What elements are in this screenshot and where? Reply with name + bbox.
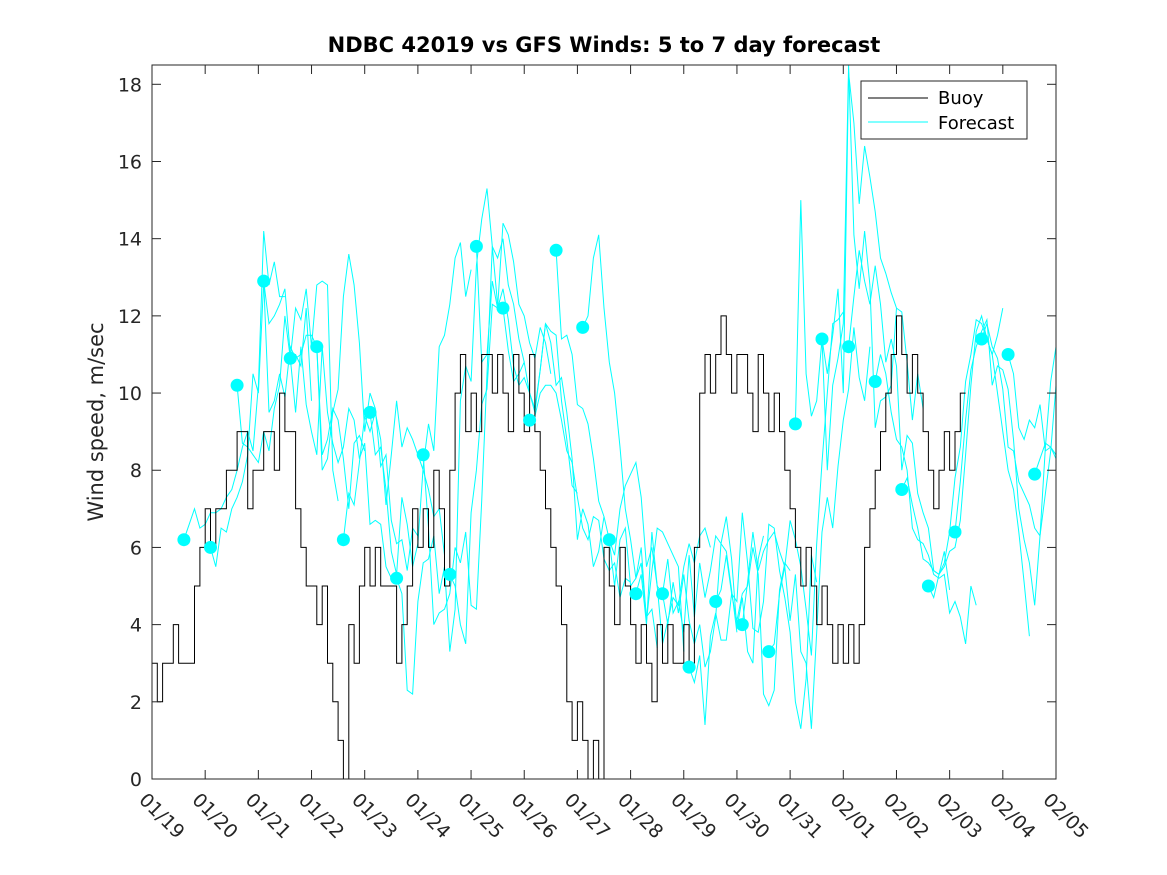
forecast-run-line-19 xyxy=(662,516,764,668)
y-tick-label: 8 xyxy=(130,460,142,482)
forecast-marker-27 xyxy=(868,375,882,388)
buoy-line xyxy=(152,315,966,780)
forecast-marker-7 xyxy=(336,533,350,547)
forecast-run-line-29 xyxy=(927,314,1030,637)
forecast-marker-22 xyxy=(735,618,749,632)
forecast-run-line-16 xyxy=(582,234,685,652)
forecast-run-line-26 xyxy=(848,250,951,590)
forecast-marker-8 xyxy=(363,405,377,419)
forecast-run-line-3 xyxy=(236,280,339,502)
forecast-run-line-5 xyxy=(289,346,392,579)
forecast-run-line-15 xyxy=(555,250,658,648)
forecast-marker-12 xyxy=(469,239,483,253)
y-tick-label: 4 xyxy=(130,615,142,637)
legend-buoy-label: Buoy xyxy=(938,88,984,109)
forecast-marker-32 xyxy=(1001,348,1015,361)
forecast-marker-16 xyxy=(576,320,590,334)
forecast-run-line-13 xyxy=(502,308,605,567)
axes-box xyxy=(151,64,1057,780)
forecast-marker-5 xyxy=(283,351,297,365)
forecast-run-line-1 xyxy=(183,230,285,540)
y-tick-label: 16 xyxy=(118,151,142,173)
forecast-run-line-33 xyxy=(1034,442,1057,475)
forecast-run-line-14 xyxy=(529,384,631,598)
forecast-run-line-32 xyxy=(1007,354,1057,459)
forecast-marker-25 xyxy=(815,332,829,346)
y-tick-label: 10 xyxy=(118,383,142,405)
forecast-marker-30 xyxy=(948,525,962,539)
forecast-marker-19 xyxy=(656,587,669,601)
forecast-marker-33 xyxy=(1028,467,1042,481)
forecast-marker-23 xyxy=(762,645,776,659)
forecast-run-line-7 xyxy=(342,400,445,556)
y-tick-label: 12 xyxy=(118,306,142,328)
forecast-marker-3 xyxy=(230,378,244,392)
forecast-run-line-23 xyxy=(768,327,871,729)
forecast-marker-18 xyxy=(629,587,643,601)
forecast-marker-21 xyxy=(709,595,723,608)
legend: Buoy Forecast xyxy=(860,80,1028,140)
y-axis-label: Wind speed, m/sec xyxy=(84,322,108,521)
forecast-marker-11 xyxy=(443,567,457,581)
forecast-run-line-20 xyxy=(688,547,791,726)
forecast-marker-17 xyxy=(602,533,616,547)
forecast-run-line-11 xyxy=(449,222,552,645)
forecast-run-line-12 xyxy=(475,246,578,494)
forecast-run-line-25 xyxy=(821,72,924,421)
forecast-run-line-10 xyxy=(422,238,525,625)
forecast-run-line-17 xyxy=(608,460,711,645)
y-tick-label: 6 xyxy=(130,537,142,559)
forecast-marker-4 xyxy=(257,274,271,288)
forecast-marker-6 xyxy=(310,340,324,354)
legend-forecast-label: Forecast xyxy=(938,113,1014,134)
forecast-marker-10 xyxy=(416,448,430,462)
forecast-run-line-9 xyxy=(396,188,499,696)
forecast-marker-9 xyxy=(390,571,404,585)
forecast-marker-28 xyxy=(895,483,909,496)
forecast-series-group xyxy=(183,64,1057,729)
buoy-series-group xyxy=(152,315,966,780)
forecast-run-line-24 xyxy=(794,64,897,471)
y-tick-label: 2 xyxy=(130,692,142,714)
forecast-run-line-22 xyxy=(741,311,844,656)
y-tick-label: 18 xyxy=(118,74,142,96)
forecast-marker-24 xyxy=(788,417,802,431)
forecast-run-line-21 xyxy=(715,512,818,729)
y-tick-label: 14 xyxy=(118,229,142,251)
forecast-marker-31 xyxy=(975,332,989,346)
y-tick-label: 0 xyxy=(130,769,142,791)
forecast-marker-15 xyxy=(549,243,563,257)
forecast-marker-29 xyxy=(921,579,935,593)
chart-title: NDBC 42019 vs GFS Winds: 5 to 7 day fore… xyxy=(328,33,881,57)
forecast-marker-13 xyxy=(496,301,510,315)
forecast-run-line-27 xyxy=(874,354,977,644)
forecast-marker-2 xyxy=(204,540,217,554)
forecast-marker-20 xyxy=(682,660,696,674)
y-axis: 0 2 4 6 8 10 12 14 16 18 xyxy=(118,74,1056,791)
forecast-run-line-8 xyxy=(369,242,472,575)
forecast-run-line-30 xyxy=(954,317,1057,606)
forecast-marker-group xyxy=(177,239,1042,674)
forecast-marker-1 xyxy=(177,533,191,547)
forecast-marker-26 xyxy=(842,340,856,354)
forecast-marker-14 xyxy=(523,413,537,427)
forecast-run-line-31 xyxy=(981,321,1057,538)
legend-box xyxy=(860,80,1028,140)
